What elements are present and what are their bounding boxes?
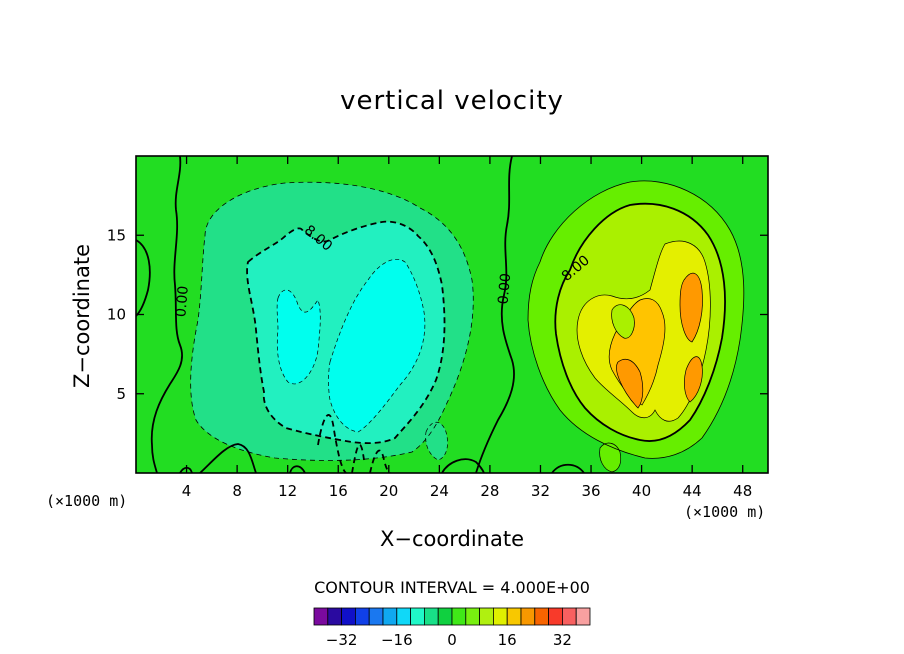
contour-value-label: 0.00: [173, 285, 192, 317]
colorbar-swatch: [548, 607, 563, 626]
colorbar-swatch: [341, 607, 356, 626]
colorbar-swatch: [410, 607, 425, 626]
chart-title: vertical velocity: [340, 86, 564, 116]
axis-ticks: [136, 156, 768, 473]
contour-value-label: 0.00: [496, 273, 515, 305]
zero-contour-bumps: [179, 443, 585, 473]
four-contour-east: [527, 180, 745, 459]
contour-fields: [136, 156, 768, 473]
colorbar-swatch: [465, 607, 480, 626]
minus-eight-contour: [246, 220, 446, 445]
colorbar-tick-label: 0: [447, 631, 457, 649]
x-axis-label: X−coordinate: [380, 527, 524, 551]
x-unit-left: (×1000 m): [46, 492, 128, 510]
negative-12-region-west: [276, 289, 321, 385]
colorbar-swatch: [451, 607, 467, 626]
x-tick-label: 20: [379, 482, 398, 500]
eight-contour-east: [554, 202, 726, 442]
x-tick-label: 48: [733, 482, 752, 500]
colorbar-swatch: [423, 607, 439, 626]
x-tick-label: 24: [430, 482, 449, 500]
colorbar-swatch: [506, 607, 522, 626]
x-tick-label: 32: [531, 482, 550, 500]
colorbar-tick-label: 16: [498, 631, 517, 649]
colorbar-swatch: [313, 607, 329, 626]
positive-20-region-north: [679, 272, 703, 343]
colorbar-swatch: [396, 607, 411, 626]
zero-contour-center: [475, 156, 515, 473]
positive-20-region-south: [616, 358, 644, 409]
zero-contour-west: [150, 156, 183, 473]
contour-interval-label: CONTOUR INTERVAL = 4.000E+00: [314, 578, 590, 597]
colorbar-swatch: [382, 607, 398, 626]
colorbar-swatch: [534, 607, 549, 626]
positive-8-pocket: [611, 304, 635, 339]
y-tick-label: 15: [107, 226, 126, 244]
colorbar-swatch: [575, 607, 591, 626]
x-unit-right: (×1000 m): [684, 503, 766, 521]
colorbar-tick-label: 32: [553, 631, 572, 649]
positive-20-region-east: [684, 356, 703, 403]
colorbar-swatch: [562, 607, 577, 626]
colorbar-tick-label: −16: [381, 631, 413, 649]
x-tick-label: 40: [632, 482, 651, 500]
colorbar-swatch: [354, 607, 370, 626]
minus-four-contour: [190, 181, 474, 461]
y-tick-label: 10: [107, 306, 126, 324]
colorbar-swatch: [479, 607, 494, 626]
colorbar-tick-label: −32: [326, 631, 358, 649]
x-tick-label: 28: [480, 482, 499, 500]
zero-contour-edge: [136, 239, 151, 317]
x-tick-label: 4: [182, 482, 192, 500]
colorbar: −32 −16 0 16 32: [313, 607, 591, 649]
x-tick-label: 16: [329, 482, 348, 500]
colorbar-swatch: [437, 607, 453, 626]
positive-4-pocket-south: [599, 442, 622, 473]
colorbar-swatch: [492, 607, 508, 626]
negative-12-region-east: [328, 258, 426, 433]
minus-eight-contour-plumes: [317, 414, 391, 473]
x-tick-label: 44: [683, 482, 702, 500]
y-tick-label: 5: [116, 385, 126, 403]
colorbar-swatch: [327, 607, 342, 626]
colorbar-swatch: [368, 607, 384, 626]
x-tick-label: 36: [581, 482, 600, 500]
x-tick-label: 12: [278, 482, 297, 500]
colorbar-swatch: [520, 607, 536, 626]
x-tick-label: 8: [232, 482, 242, 500]
